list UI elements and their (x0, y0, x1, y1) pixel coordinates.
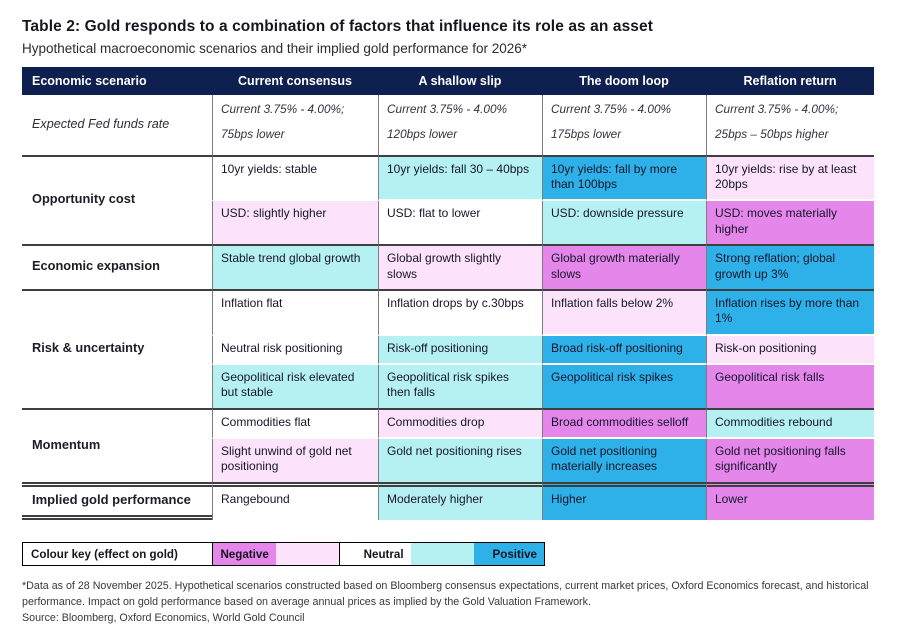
scenario-cell: Global growth materially slows (542, 244, 706, 289)
scenario-cell: USD: slightly higher (212, 201, 378, 245)
table-row: Momentum Commodities flat Commodities drop… (22, 407, 874, 482)
key-segment-negative_strong: Negative (213, 543, 277, 566)
scenario-cell: USD: moves materially higher (706, 201, 874, 245)
scenario-cell: Risk-off positioning (378, 335, 542, 365)
table-title: Table 2: Gold responds to a combination … (22, 18, 654, 35)
scenario-cell: Gold net positioning rises (378, 439, 542, 482)
row-label-opportunity-cost: Opportunity cost (22, 154, 212, 245)
footnote: *Data as of 28 November 2025. Hypothetic… (22, 580, 869, 608)
scenario-cell: Strong reflation; global growth up 3% (706, 244, 874, 289)
table-row: Risk & uncertainty Inflation flat Inflatio… (22, 288, 874, 408)
scenario-table: Economic scenario Current consensus A shal… (22, 67, 874, 521)
scenario-cell: Current 3.75% - 4.00% 120bps lower (378, 95, 542, 155)
scenario-cell: Current 3.75% - 4.00%; 25bps – 50bps hig… (706, 95, 874, 155)
scenario-cell: Higher (542, 481, 706, 521)
row-label-economic-expansion: Economic expansion (22, 244, 212, 289)
scenario-cell: Slight unwind of gold net positioning (212, 439, 378, 482)
scenario-cell: USD: downside pressure (542, 201, 706, 245)
table-row: Geopolitical risk elevated but stable Geo… (22, 364, 874, 408)
scenario-cell: Geopolitical risk spikes (542, 364, 706, 408)
table-row: Implied gold performance Rangebound Modera… (22, 481, 874, 521)
row-label-risk-uncertainty: Risk & uncertainty (22, 288, 212, 408)
scenario-cell: Neutral risk positioning (212, 335, 378, 365)
scenario-cell: 10yr yields: rise by at least 20bps (706, 154, 874, 202)
source-line: Source: Bloomberg, Oxford Economics, Wor… (22, 612, 305, 625)
scenario-cell: Global growth slightly slows (378, 244, 542, 289)
scenario-cell: 10yr yields: stable (212, 154, 378, 202)
table-row: Slight unwind of gold net positioning Gol… (22, 439, 874, 482)
scenario-cell: Current 3.75% - 4.00%; 75bps lower (212, 95, 378, 155)
scenario-cell: Commodities rebound (706, 407, 874, 440)
scenario-cell: Moderately higher (378, 481, 542, 521)
column-header-economic-scenario: Economic scenario (22, 67, 212, 95)
scenario-cell: Commodities flat (212, 407, 378, 440)
column-header-a-shallow-slip: A shallow slip (378, 67, 542, 95)
row-label-fed-funds-rate: Expected Fed funds rate (22, 95, 212, 155)
table-subtitle: Hypothetical macroeconomic scenarios and… (22, 41, 528, 56)
scenario-cell: USD: flat to lower (378, 201, 542, 245)
scenario-cell: 10yr yields: fall 30 – 40bps (378, 154, 542, 202)
scenario-cell: Broad commodities selloff (542, 407, 706, 440)
scenario-cell: Inflation falls below 2% (542, 288, 706, 336)
column-header-the-doom-loop: The doom loop (542, 67, 706, 95)
scenario-cell: Broad risk-off positioning (542, 335, 706, 365)
scenario-cell: Geopolitical risk spikes then falls (378, 364, 542, 408)
key-segment-positive_light (410, 543, 474, 566)
column-header-current-consensus: Current consensus (212, 67, 378, 95)
colour-key: Colour key (effect on gold) Negative Neut… (22, 542, 545, 567)
scenario-cell: Lower (706, 481, 874, 521)
column-header-reflation-return: Reflation return (706, 67, 874, 95)
table-row: Neutral risk positioning Risk-off positio… (22, 335, 874, 365)
table-row: USD: slightly higher USD: flat to lower US… (22, 201, 874, 245)
scenario-cell: Rangebound (212, 481, 378, 521)
row-label-implied: Implied gold performance (22, 481, 212, 521)
key-segment-neutral: Neutral (339, 543, 411, 566)
key-segment-negative_light (276, 543, 340, 566)
scenario-cell: 10yr yields: fall by more than 100bps (542, 154, 706, 202)
scenario-cell: Gold net positioning materially increase… (542, 439, 706, 482)
scenario-cell: Current 3.75% - 4.00% 175bps lower (542, 95, 706, 155)
scenario-cell: Inflation flat (212, 288, 378, 336)
scenario-cell: Gold net positioning falls significantly (706, 439, 874, 482)
table-row: Expected Fed funds rate Current 3.75% - 4… (22, 95, 874, 155)
table-row: Opportunity cost 10yr yields: stable 10yr … (22, 154, 874, 245)
table-row: Economic expansion Stable trend global gr… (22, 244, 874, 289)
colour-key-label: Colour key (effect on gold) (23, 543, 213, 566)
scenario-cell: Geopolitical risk elevated but stable (212, 364, 378, 408)
scenario-cell: Geopolitical risk falls (706, 364, 874, 408)
scenario-cell: Stable trend global growth (212, 244, 378, 289)
header-row: Economic scenario Current consensus A shal… (22, 67, 874, 95)
scenario-cell: Inflation drops by c.30bps (378, 288, 542, 336)
scenario-cell: Risk-on positioning (706, 335, 874, 365)
key-segment-positive_strong: Positive (473, 543, 545, 566)
scenario-cell: Inflation rises by more than 1% (706, 288, 874, 336)
row-label-momentum: Momentum (22, 407, 212, 482)
scenario-cell: Commodities drop (378, 407, 542, 440)
